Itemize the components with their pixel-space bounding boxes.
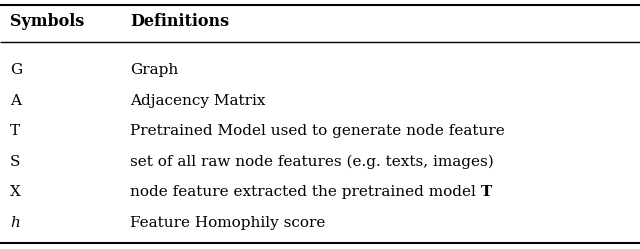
Text: T: T <box>481 185 492 199</box>
Text: Feature Homophily score: Feature Homophily score <box>130 216 325 230</box>
Text: h: h <box>10 216 20 230</box>
Text: A: A <box>10 94 21 108</box>
Text: S: S <box>10 155 20 169</box>
Text: node feature extracted the pretrained model: node feature extracted the pretrained mo… <box>130 185 481 199</box>
Text: Definitions: Definitions <box>130 13 229 30</box>
Text: T: T <box>10 124 20 138</box>
Text: Symbols: Symbols <box>10 13 84 30</box>
Text: X: X <box>10 185 21 199</box>
Text: G: G <box>10 63 22 77</box>
Text: Graph: Graph <box>130 63 179 77</box>
Text: set of all raw node features (e.g. texts, images): set of all raw node features (e.g. texts… <box>130 155 493 169</box>
Text: Adjacency Matrix: Adjacency Matrix <box>130 94 266 108</box>
Text: Pretrained Model used to generate node feature: Pretrained Model used to generate node f… <box>130 124 505 138</box>
